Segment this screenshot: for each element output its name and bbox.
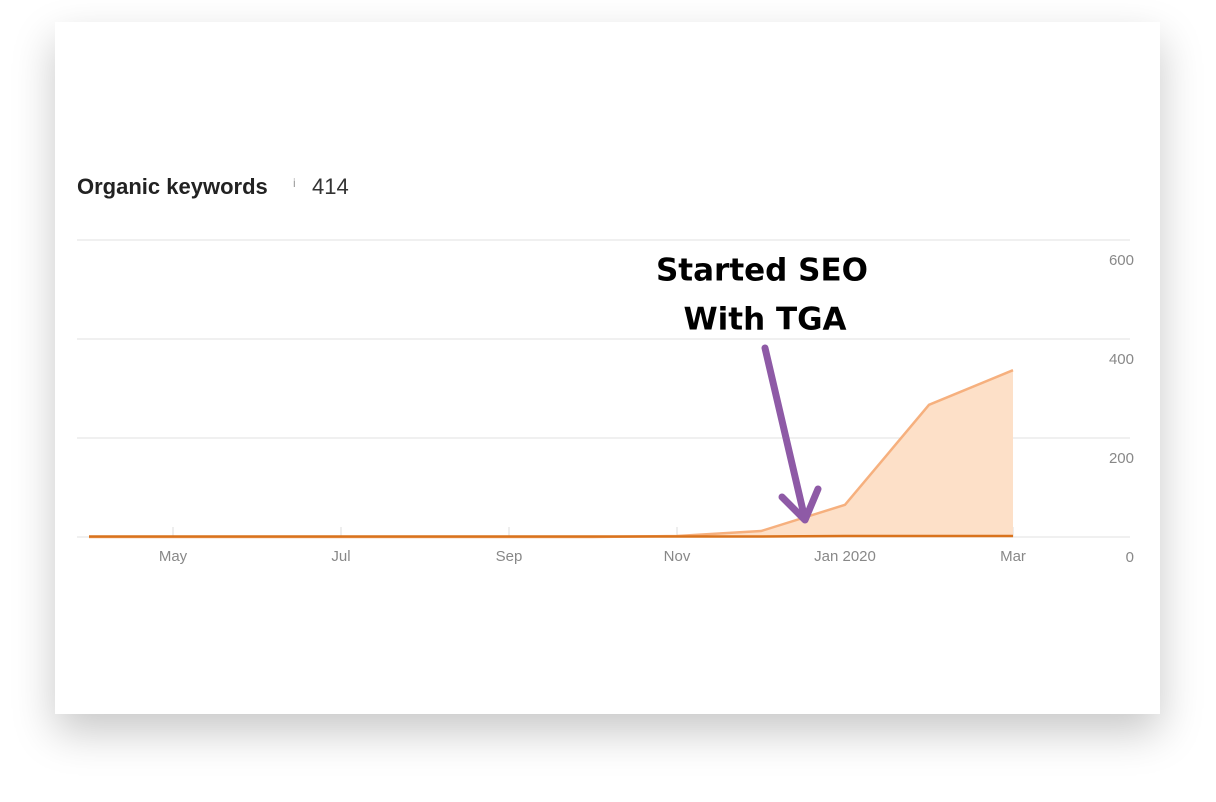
current-value: 414 (312, 174, 349, 199)
y-tick-label: 200 (1109, 450, 1134, 467)
x-tick-label: Jul (331, 548, 350, 565)
info-icon: i (293, 176, 296, 190)
area (89, 370, 1013, 537)
arrow (761, 344, 808, 519)
x-tick-label: Nov (664, 548, 691, 565)
arrow-head (778, 485, 822, 524)
chart-title: Organic keywords (77, 174, 268, 199)
y-tick-label: 600 (1109, 252, 1134, 269)
y-tick-label: 0 (1126, 549, 1134, 566)
x-tick-label: May (159, 548, 188, 565)
annotation: Started SEO (656, 253, 868, 289)
x-tick-label: Jan 2020 (814, 548, 876, 565)
y-tick-label: 400 (1109, 351, 1134, 368)
x-tick-label: Sep (496, 548, 523, 565)
card (55, 22, 1160, 714)
annotation: With TGA (683, 302, 846, 338)
x-tick-label: Mar (1000, 548, 1026, 565)
